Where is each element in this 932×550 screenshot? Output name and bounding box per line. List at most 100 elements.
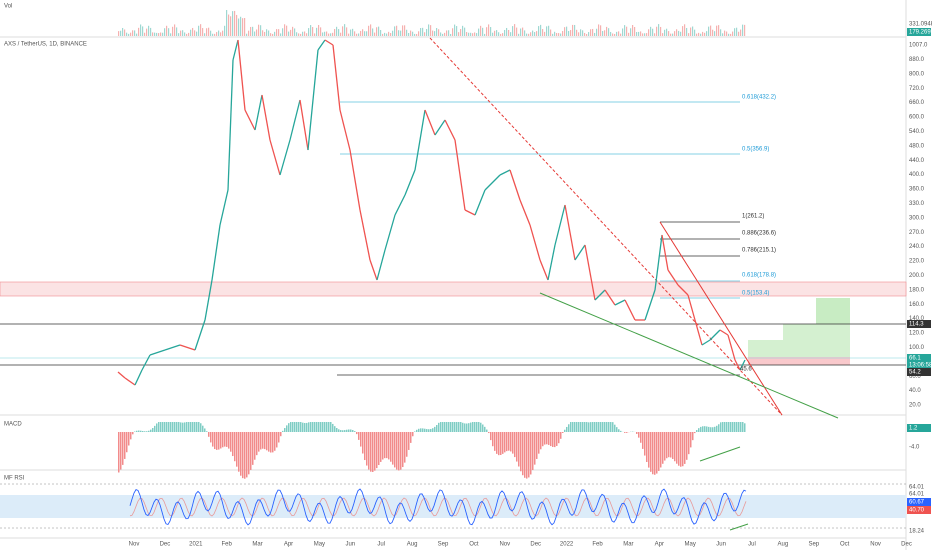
macd-bar — [684, 432, 686, 464]
volume-bar — [482, 27, 484, 36]
macd-bar — [336, 427, 338, 432]
volume-bar — [124, 29, 126, 36]
macd-bar — [346, 429, 348, 432]
macd-bar — [254, 432, 256, 460]
time-axis-label: May — [314, 542, 325, 548]
macd-bar — [590, 422, 592, 432]
volume-bar — [532, 30, 534, 36]
price-segment — [141, 354, 151, 371]
time-axis-label: Mar — [252, 542, 262, 548]
macd-bar — [448, 422, 450, 432]
price-segment — [661, 234, 669, 271]
macd-bar — [530, 432, 532, 475]
volume-bar — [454, 24, 456, 36]
macd-bar — [480, 422, 482, 432]
price-tag — [907, 354, 931, 362]
volume-bar — [384, 32, 386, 36]
volume-bar — [550, 29, 552, 36]
price-segment — [554, 204, 566, 246]
price-segment — [739, 359, 746, 371]
fib-label: 0.618(432.2) — [742, 95, 776, 101]
volume-bar — [220, 32, 222, 36]
price-axis-label: 440.0 — [909, 158, 925, 164]
volume-bar — [356, 33, 358, 36]
macd-bar — [172, 422, 174, 432]
price-axis-label: 20.0 — [909, 403, 921, 409]
volume-bar — [638, 31, 640, 36]
volume-bar — [640, 31, 642, 36]
macd-bar — [662, 432, 664, 464]
macd-bar — [120, 432, 122, 470]
volume-bar — [456, 26, 458, 36]
volume-bar — [690, 27, 692, 36]
volume-bar — [614, 33, 616, 36]
trend-line — [659, 221, 783, 416]
price-segment — [211, 224, 221, 281]
macd-bar — [178, 422, 180, 432]
volume-bar — [652, 28, 654, 36]
price-segment — [332, 44, 341, 111]
volume-bar — [394, 26, 396, 36]
macd-bar — [658, 432, 660, 471]
volume-bar — [582, 30, 584, 36]
time-axis-label: Jun — [716, 542, 726, 548]
volume-bar — [268, 30, 270, 36]
macd-bar — [644, 432, 646, 456]
volume-bar — [244, 17, 246, 36]
macd-bar — [402, 432, 404, 468]
price-axis-label: 540.0 — [909, 129, 925, 135]
volume-bar — [718, 25, 720, 36]
price-segment — [376, 249, 386, 281]
volume-bar — [694, 29, 696, 36]
macd-bar — [558, 432, 560, 444]
macd-bar — [444, 422, 446, 432]
volume-bar — [330, 33, 332, 36]
price-segment — [289, 99, 301, 141]
volume-bar — [480, 25, 482, 36]
macd-bar — [672, 432, 674, 459]
macd-bar — [608, 422, 610, 432]
fib-label: 0.786(215.1) — [742, 248, 776, 254]
price-segment — [424, 109, 436, 136]
volume-bar — [370, 24, 372, 36]
macd-bar — [326, 422, 328, 432]
macd-bar — [542, 432, 544, 447]
macd-bar — [176, 422, 178, 432]
volume-bar — [408, 32, 410, 36]
macd-bar — [264, 432, 266, 450]
macd-bar — [230, 432, 232, 452]
macd-bar — [566, 426, 568, 432]
volume-bar — [132, 30, 134, 36]
target-box — [748, 340, 850, 357]
fib-lines — [340, 101, 740, 299]
volume-bar — [736, 27, 738, 36]
volume-bar — [502, 33, 504, 36]
macd-bar — [722, 422, 724, 432]
macd-bar — [400, 432, 402, 470]
volume-bar — [706, 31, 708, 36]
axis-label: 64.01 — [909, 492, 925, 498]
time-axis-label: Aug — [407, 542, 418, 548]
volume-bar — [266, 29, 268, 36]
low-label: 45.6 — [740, 367, 752, 373]
macd-bar — [160, 422, 162, 432]
fib-label: 0.5(153.4) — [742, 291, 769, 297]
price-segment — [624, 299, 636, 321]
price-axis-label: 1007.0 — [909, 43, 928, 49]
macd-bar — [640, 432, 642, 443]
macd-bar — [682, 432, 684, 467]
price-segment — [279, 139, 291, 176]
macd-bar — [460, 422, 462, 432]
volume-bar — [360, 30, 362, 36]
volume-bar — [320, 27, 322, 36]
volume-bar — [662, 33, 664, 36]
macd-bar — [310, 422, 312, 432]
macd-bar — [588, 422, 590, 432]
volume-bar — [214, 33, 216, 36]
volume-bar — [712, 29, 714, 36]
macd-bar — [592, 422, 594, 432]
price-segment — [149, 349, 166, 356]
volume-bar — [676, 29, 678, 36]
macd-bar — [518, 432, 520, 467]
macd-bar — [222, 432, 224, 448]
